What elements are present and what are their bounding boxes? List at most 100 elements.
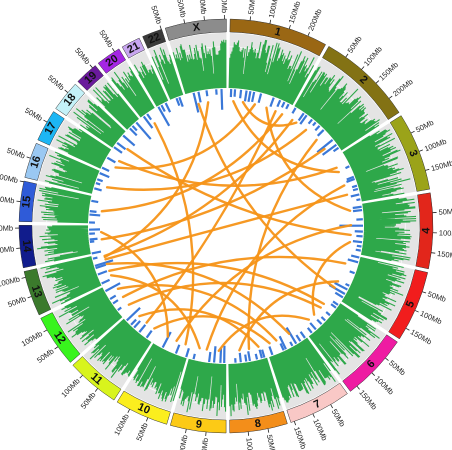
tick-mark xyxy=(43,329,48,333)
tick-label: 50Mb xyxy=(79,390,98,410)
cnv-bar xyxy=(334,281,348,291)
tick-mark xyxy=(293,421,297,426)
sv-link-3-9 xyxy=(205,184,346,351)
tick-label: 50Mb xyxy=(46,73,66,92)
cnv-bar xyxy=(257,93,263,104)
tick-mark xyxy=(418,149,423,152)
coverage-signal-chr5 xyxy=(341,256,407,324)
tick-mark xyxy=(185,429,187,434)
sv-link-20-10 xyxy=(153,122,195,346)
coverage-signal-chr2 xyxy=(294,66,380,151)
cnv-bar xyxy=(89,210,97,213)
cnv-bar xyxy=(316,318,323,325)
cnv-bar xyxy=(131,125,138,132)
cnv-bar xyxy=(89,237,98,241)
coverage-signal-chr4 xyxy=(360,197,417,262)
chromosome-band-chr5 xyxy=(388,269,429,340)
track-gridline xyxy=(62,126,77,152)
cnv-bar xyxy=(160,104,166,112)
cnv-bar xyxy=(178,96,184,107)
cnv-bar xyxy=(106,156,116,164)
chromosome-band-chr12 xyxy=(40,312,81,363)
cnv-bar xyxy=(347,258,359,264)
coverage-signal-chrx xyxy=(172,39,227,95)
cnv-bar xyxy=(325,311,331,317)
chromosome-label-chr7: 7 xyxy=(312,398,323,411)
cnv-bar xyxy=(192,353,196,360)
chromosome-band-chr4 xyxy=(415,192,434,270)
cnv-bar xyxy=(138,324,147,333)
cnv-bar xyxy=(244,354,248,362)
cnv-bar xyxy=(92,256,98,260)
chromosome-band-chr20 xyxy=(97,48,126,74)
cnv-bar xyxy=(219,348,223,363)
chromosome-band-chr14 xyxy=(18,225,37,269)
track-gridline xyxy=(46,225,51,263)
tick-label: 50Mb xyxy=(35,347,55,365)
sv-link-13-x xyxy=(103,101,210,259)
sv-link-18-4 xyxy=(126,147,352,237)
tick-mark xyxy=(307,32,310,37)
cnv-bar xyxy=(276,99,282,108)
chromosome-band-chr19 xyxy=(77,65,104,91)
tick-mark xyxy=(54,346,59,350)
cnv-bar xyxy=(145,329,153,339)
sv-link-1-17 xyxy=(114,103,257,170)
chromosome-band-chr16 xyxy=(24,142,49,181)
coverage-signal-chr19 xyxy=(92,82,139,130)
tick-mark xyxy=(26,156,31,159)
cnv-bar xyxy=(122,134,136,147)
tick-label: 100Mb xyxy=(373,374,396,397)
cnv-bar xyxy=(285,327,298,345)
cnv-bar xyxy=(101,166,110,172)
cnv-bar xyxy=(142,115,154,129)
cnv-bar xyxy=(112,299,119,305)
cnv-bar xyxy=(116,141,127,151)
coverage-signal-chr6 xyxy=(308,303,380,375)
tick-mark xyxy=(414,310,419,313)
tick-label: 150Mb xyxy=(430,158,452,173)
cnv-bar xyxy=(164,102,172,113)
tick-label: 50Mb xyxy=(265,434,278,450)
cnv-bar xyxy=(352,205,362,210)
tick-mark xyxy=(64,89,69,93)
cnv-bar xyxy=(251,91,256,103)
tick-label: 150Mb xyxy=(292,426,308,450)
cnv-bar xyxy=(321,143,337,156)
tick-label: 100Mb xyxy=(176,434,189,450)
cnv-bar xyxy=(356,244,362,248)
cnv-bar xyxy=(316,129,325,137)
chromosome-band-chr9 xyxy=(169,412,227,434)
cnv-bar xyxy=(220,89,224,110)
tick-mark xyxy=(269,19,272,24)
sv-link-6-9 xyxy=(217,314,311,352)
cnv-bar xyxy=(314,125,321,132)
tick-mark xyxy=(385,357,389,361)
chromosome-label-chr1: 1 xyxy=(273,26,282,39)
cnv-bar xyxy=(174,344,181,354)
cnv-bar xyxy=(238,352,242,363)
tick-mark xyxy=(21,276,26,279)
cnv-bar xyxy=(346,175,355,181)
sv-link-15-1 xyxy=(100,113,284,213)
tick-mark xyxy=(425,168,430,171)
cnv-bar xyxy=(299,114,308,125)
cnv-bar xyxy=(295,334,302,342)
cnv-bar xyxy=(133,320,141,329)
cnv-bar xyxy=(254,353,259,360)
tick-label: 50Mb xyxy=(73,46,92,66)
cnv-bar xyxy=(208,351,212,363)
coverage-tracks xyxy=(32,33,419,419)
tick-label: 100Mb xyxy=(0,171,19,185)
sv-link-11-7 xyxy=(153,315,271,345)
tick-label: 50Mb xyxy=(7,294,28,309)
coverage-signal-chr13 xyxy=(40,256,102,305)
coverage-signal-chr21 xyxy=(133,61,169,107)
cnv-bar xyxy=(243,90,248,102)
cnv-bar xyxy=(332,300,339,306)
sv-link-1-11 xyxy=(145,110,277,324)
cnv-bar xyxy=(346,177,356,183)
cnv-bar xyxy=(352,187,359,192)
sv-link-9-13 xyxy=(109,274,201,350)
